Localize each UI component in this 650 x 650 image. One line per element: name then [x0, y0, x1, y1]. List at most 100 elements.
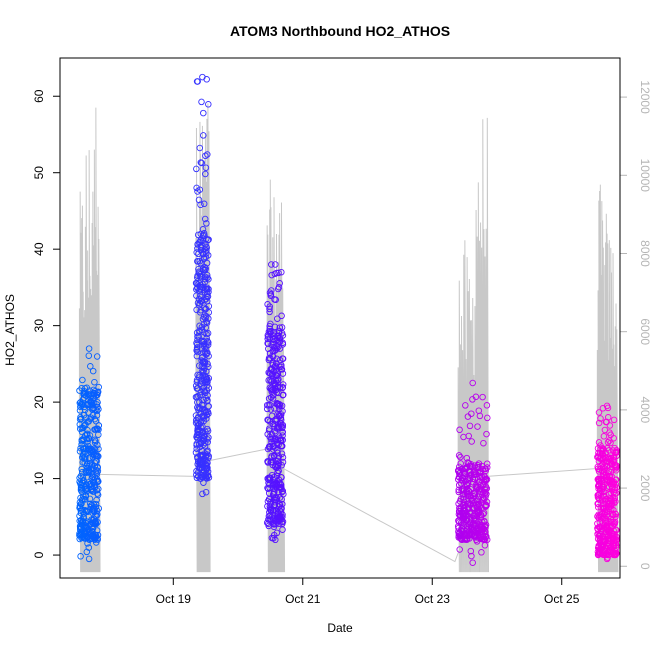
data-point	[83, 548, 91, 556]
data-point	[203, 376, 210, 383]
data-point	[610, 416, 618, 424]
data-point	[279, 384, 287, 391]
data-point	[274, 369, 282, 376]
data-point	[197, 294, 205, 301]
data-point	[460, 504, 468, 512]
data-point	[271, 270, 279, 278]
data-point	[204, 464, 211, 472]
data-point	[604, 458, 611, 465]
data-point	[277, 420, 285, 428]
data-point	[610, 511, 617, 519]
data-point	[268, 412, 276, 420]
data-point	[268, 287, 275, 294]
data-point	[611, 534, 619, 541]
data-point	[77, 486, 85, 494]
data-point	[611, 518, 619, 526]
data-point	[476, 468, 484, 476]
data-point	[197, 230, 205, 238]
data-point	[272, 479, 280, 487]
data-point	[271, 476, 279, 483]
secondary-spikes	[596, 184, 619, 573]
secondary-spikes	[78, 107, 101, 573]
data-point	[605, 547, 612, 555]
data-point	[265, 377, 272, 384]
data-point	[76, 499, 84, 506]
data-point	[270, 489, 278, 497]
data-point	[276, 334, 283, 342]
data-point	[455, 528, 462, 535]
data-point	[274, 447, 281, 454]
data-point	[613, 526, 620, 534]
data-point	[463, 481, 471, 489]
points-series	[76, 73, 620, 566]
data-point	[455, 452, 463, 459]
data-point	[276, 356, 284, 364]
data-point	[203, 319, 211, 326]
data-point	[194, 425, 201, 433]
data-point	[197, 424, 205, 431]
data-point	[596, 466, 603, 473]
data-point	[599, 460, 606, 468]
data-point	[606, 541, 613, 549]
data-point	[199, 451, 207, 459]
data-point	[596, 449, 604, 457]
data-point	[455, 486, 462, 494]
data-point	[267, 370, 274, 378]
data-point	[88, 532, 96, 540]
data-point	[76, 399, 84, 407]
data-point	[270, 343, 278, 351]
data-point	[467, 485, 474, 493]
data-point	[599, 496, 606, 503]
data-point	[94, 467, 102, 475]
data-point	[603, 555, 611, 563]
data-point	[475, 460, 483, 467]
data-point	[601, 426, 609, 434]
data-point	[77, 504, 84, 511]
data-point	[200, 250, 207, 258]
data-point	[467, 500, 475, 508]
data-point	[267, 435, 275, 443]
data-point	[479, 393, 486, 401]
x-tick-label: Oct 21	[285, 592, 321, 606]
data-point	[194, 78, 201, 85]
data-point	[198, 159, 205, 167]
data-point	[275, 453, 283, 460]
data-point	[81, 432, 89, 439]
data-point	[202, 305, 210, 313]
data-point	[93, 353, 101, 360]
data-point	[269, 361, 277, 369]
data-point	[204, 151, 211, 158]
data-point	[606, 544, 614, 551]
data-point	[83, 384, 90, 391]
data-point	[483, 460, 491, 467]
data-point	[603, 402, 611, 410]
data-point	[607, 431, 614, 439]
data-point	[468, 438, 475, 445]
data-point	[459, 486, 467, 493]
data-point	[92, 539, 100, 546]
data-point	[202, 164, 210, 171]
data-point	[603, 522, 611, 529]
data-point	[77, 553, 84, 560]
data-point	[264, 445, 272, 453]
data-point	[196, 328, 203, 336]
data-point	[202, 394, 210, 402]
data-point	[203, 220, 210, 227]
data-point	[482, 521, 490, 529]
data-point	[272, 496, 280, 503]
secondary-spikes	[457, 117, 489, 573]
data-point	[610, 497, 618, 504]
data-point	[469, 379, 476, 387]
data-point	[471, 462, 479, 469]
data-point	[455, 481, 463, 489]
data-point	[477, 533, 485, 541]
data-point	[273, 355, 281, 363]
data-point	[78, 436, 86, 444]
data-point	[474, 462, 482, 469]
data-point	[611, 551, 619, 559]
data-point	[597, 541, 604, 549]
data-point	[85, 401, 92, 409]
data-point	[268, 371, 276, 379]
data-point	[263, 519, 271, 526]
data-point	[469, 559, 476, 566]
